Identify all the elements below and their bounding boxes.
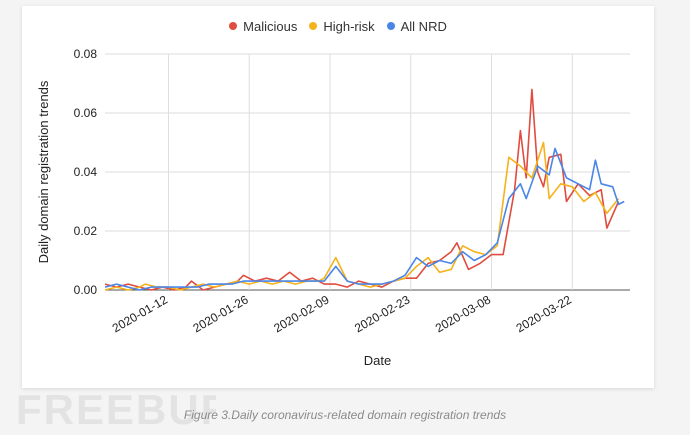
legend-label: Malicious [243, 18, 298, 34]
y-tick-label: 0.08 [74, 47, 98, 61]
line-chart: 0.00 0.02 0.04 0.06 0.08 2020-01-12 2020-01-26… [36, 47, 630, 368]
series-line-malicious [104, 88, 620, 291]
x-axis-label: Date [364, 353, 391, 368]
legend-label: All NRD [400, 18, 447, 34]
watermark-text: FREEBUF [16, 386, 216, 430]
series-line-all-nrd [104, 147, 625, 291]
y-tick-label: 0.04 [74, 165, 98, 179]
figure-caption: Figure 3.Daily coronavirus-related domai… [183, 408, 507, 422]
y-tick-label: 0.06 [74, 106, 98, 120]
y-tick-label: 0.02 [74, 224, 98, 238]
chart-legend: Malicious High-risk All NRD [22, 18, 654, 34]
legend-swatch [309, 22, 318, 30]
chart-card: Malicious High-risk All NRD 0.00 0.02 0.04 0.… [22, 6, 654, 388]
x-tick-label: 2020-03-22 [514, 292, 574, 335]
freebuf-watermark: FREEBUF [16, 386, 216, 430]
legend-item: All NRD [386, 18, 447, 34]
x-tick-label: 2020-02-23 [352, 292, 412, 335]
y-tick-label: 0.00 [74, 283, 98, 297]
legend-item: Malicious [229, 19, 297, 34]
legend-swatch [229, 22, 238, 30]
y-axis-label: Daily domain registration trends [36, 80, 51, 263]
legend-item: High-risk [309, 18, 375, 34]
x-tick-label: 2020-03-08 [433, 292, 493, 335]
legend-label: High-risk [323, 18, 375, 34]
x-tick-label: 2020-01-12 [110, 292, 170, 335]
x-tick-label: 2020-01-26 [191, 292, 251, 335]
legend-swatch [386, 22, 395, 30]
x-tick-label: 2020-02-09 [271, 292, 331, 335]
series-line-high-risk [104, 141, 620, 291]
